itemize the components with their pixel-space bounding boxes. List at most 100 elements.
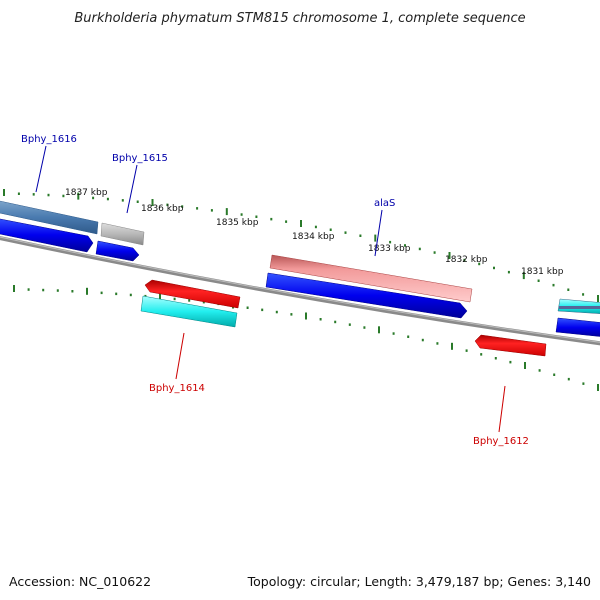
tick-mark-upper-35 xyxy=(522,272,525,280)
tick-mark-upper-26 xyxy=(389,240,392,244)
tick-mark-lower-16 xyxy=(246,306,249,309)
tick-mark-lower-13 xyxy=(202,300,205,304)
tick-mark-upper-14 xyxy=(210,209,213,212)
chromosome-backbone xyxy=(0,236,600,346)
tick-mark-upper-2 xyxy=(32,193,35,196)
chromosome-backbone-highlight xyxy=(0,236,600,343)
tick-mark-lower-3 xyxy=(56,289,59,292)
gene-bphy-1612[interactable] xyxy=(474,334,547,357)
tick-mark-upper-16 xyxy=(240,213,243,216)
tick-mark-lower-38 xyxy=(567,377,570,381)
tick-mark-upper-37 xyxy=(552,283,555,287)
tick-mark-lower-20 xyxy=(305,312,307,320)
tick-mark-lower-23 xyxy=(348,323,351,326)
tick-mark-lower-6 xyxy=(100,291,103,295)
cds-right-edge[interactable] xyxy=(555,317,600,337)
tick-mark-lower-8 xyxy=(129,293,132,297)
tick-mark-upper-7 xyxy=(106,197,109,201)
tick-mark-lower-34 xyxy=(509,360,512,364)
tick-mark-lower-21 xyxy=(319,318,322,321)
tick-mark-lower-32 xyxy=(480,353,483,356)
leader-bphy-1614 xyxy=(175,332,185,380)
tick-mark-upper-17 xyxy=(255,215,258,218)
tick-mark-upper-22 xyxy=(329,228,332,231)
tick-label-1834: 1834 kbp xyxy=(292,232,335,242)
cds-bphy-1615[interactable] xyxy=(95,240,140,262)
tick-mark-lower-27 xyxy=(407,335,410,338)
leader-bphy-1616 xyxy=(35,145,47,193)
tick-mark-upper-34 xyxy=(507,270,510,274)
tick-label-1835: 1835 kbp xyxy=(216,218,259,228)
tick-mark-lower-12 xyxy=(188,299,191,302)
tick-mark-lower-39 xyxy=(582,382,585,385)
leader-bphy-1615 xyxy=(126,164,138,214)
tick-mark-lower-31 xyxy=(465,349,468,352)
tick-mark-upper-29 xyxy=(433,251,436,254)
tick-mark-upper-11 xyxy=(166,203,169,207)
tick-mark-lower-4 xyxy=(71,290,74,293)
tick-mark-upper-6 xyxy=(92,196,95,200)
tick-mark-upper-40 xyxy=(597,295,599,302)
tick-mark-upper-12 xyxy=(181,205,184,208)
tick-mark-lower-2 xyxy=(42,288,45,292)
tick-mark-lower-11 xyxy=(173,297,176,301)
gene-bphy-1614[interactable] xyxy=(144,279,241,309)
tick-mark-lower-17 xyxy=(261,308,264,312)
tick-mark-lower-35 xyxy=(524,362,526,369)
tick-mark-lower-0 xyxy=(13,285,15,292)
leader-alas xyxy=(374,209,383,257)
gene-bphy-1615[interactable] xyxy=(100,222,145,246)
cds-alas[interactable] xyxy=(265,272,468,319)
tick-mark-lower-28 xyxy=(421,338,424,342)
tick-mark-lower-37 xyxy=(553,373,556,376)
tick-mark-upper-3 xyxy=(47,193,50,197)
cds-bphy-1614[interactable] xyxy=(140,295,238,328)
tick-label-1836: 1836 kbp xyxy=(141,204,184,214)
tick-mark-upper-31 xyxy=(463,258,466,262)
tick-mark-upper-32 xyxy=(478,262,481,266)
tick-mark-upper-28 xyxy=(418,247,421,251)
tick-mark-upper-8 xyxy=(121,199,124,202)
tick-mark-upper-25 xyxy=(374,234,377,242)
label-alas[interactable]: alaS xyxy=(374,198,395,209)
tick-mark-lower-7 xyxy=(115,292,118,296)
tick-mark-upper-33 xyxy=(493,266,495,270)
tick-label-1837: 1837 kbp xyxy=(65,188,108,198)
tick-mark-lower-1 xyxy=(27,288,30,291)
tick-mark-upper-10 xyxy=(151,199,154,206)
tick-mark-lower-30 xyxy=(451,342,453,350)
tick-mark-lower-18 xyxy=(275,310,278,314)
label-bphy-1612[interactable]: Bphy_1612 xyxy=(473,436,529,447)
tick-mark-lower-5 xyxy=(86,287,88,295)
tick-mark-upper-30 xyxy=(448,252,451,259)
tick-mark-lower-22 xyxy=(334,320,337,324)
label-bphy-1616[interactable]: Bphy_1616 xyxy=(21,134,77,145)
tick-mark-upper-36 xyxy=(537,279,540,282)
tick-mark-upper-20 xyxy=(300,220,302,227)
label-bphy-1615[interactable]: Bphy_1615 xyxy=(112,153,168,164)
tick-mark-upper-4 xyxy=(62,194,65,198)
tick-mark-upper-24 xyxy=(359,234,362,237)
gene-alas[interactable] xyxy=(269,254,473,303)
tick-label-1831: 1831 kbp xyxy=(521,267,564,277)
tick-mark-upper-18 xyxy=(270,217,273,221)
tick-mark-upper-1 xyxy=(17,192,20,195)
cds-bphy-1616[interactable] xyxy=(0,218,94,253)
leader-bphy-1612 xyxy=(498,385,506,433)
tick-mark-lower-26 xyxy=(392,332,395,335)
tick-mark-upper-5 xyxy=(77,192,80,200)
tick-mark-upper-0 xyxy=(3,189,5,196)
tick-mark-lower-36 xyxy=(538,369,541,372)
tick-mark-upper-21 xyxy=(314,225,317,229)
tick-mark-upper-39 xyxy=(582,293,585,296)
tick-mark-lower-24 xyxy=(363,326,366,329)
tick-mark-upper-15 xyxy=(225,208,228,216)
tick-mark-lower-25 xyxy=(378,326,380,334)
label-bphy-1614[interactable]: Bphy_1614 xyxy=(149,383,205,394)
tick-mark-lower-33 xyxy=(494,357,497,360)
tick-mark-lower-10 xyxy=(159,293,161,301)
gene-bphy-1616[interactable] xyxy=(0,200,99,235)
tick-mark-lower-29 xyxy=(436,342,439,345)
tick-mark-lower-9 xyxy=(144,294,147,298)
